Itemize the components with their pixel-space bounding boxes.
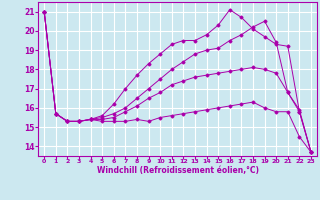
X-axis label: Windchill (Refroidissement éolien,°C): Windchill (Refroidissement éolien,°C)	[97, 166, 259, 175]
